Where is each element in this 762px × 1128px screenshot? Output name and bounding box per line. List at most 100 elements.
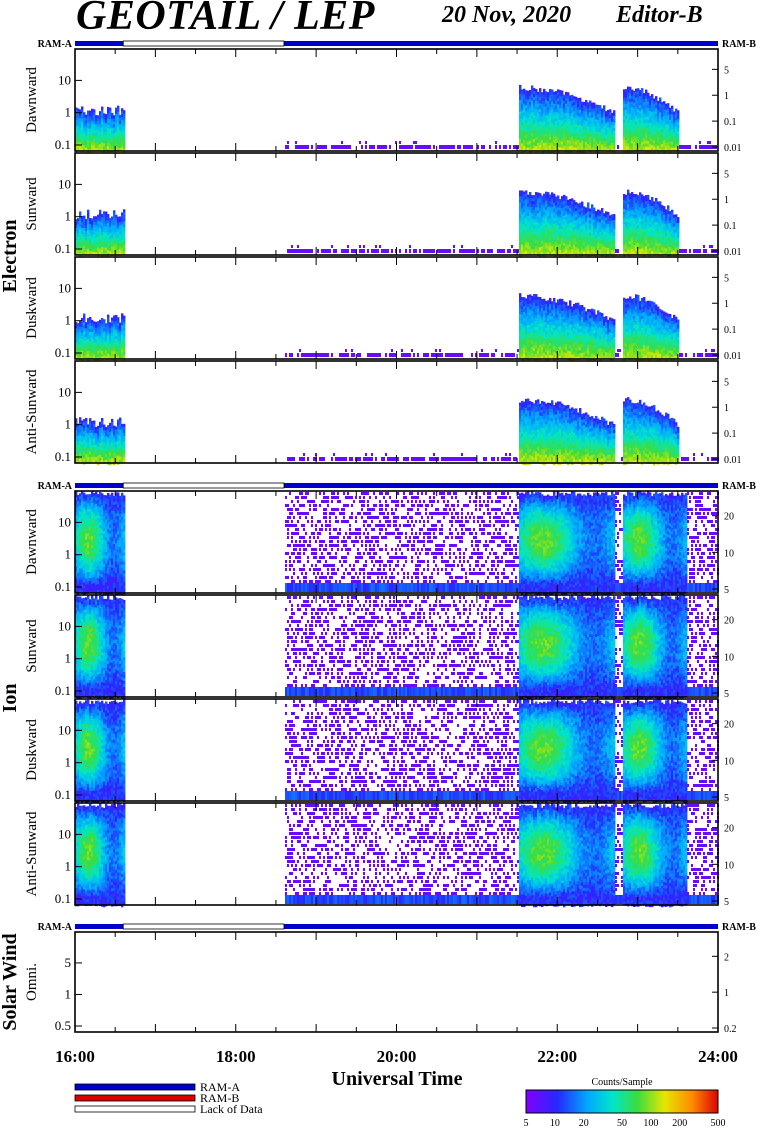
spectrogram-cell [381, 145, 383, 149]
spectrogram-cell [311, 249, 313, 253]
spectrogram-cell [561, 91, 563, 94]
spectrogram-cell [627, 190, 629, 193]
spectrogram-cell [429, 145, 431, 149]
spectrogram-cell [343, 249, 345, 253]
spectrogram-cell [291, 249, 293, 253]
spectrogram-cell [487, 249, 489, 253]
spectrogram-cell [617, 249, 619, 253]
spectrogram-cell [441, 249, 443, 253]
spectrogram-cell [287, 249, 289, 253]
spectrogram-cell [123, 134, 125, 137]
spectrogram-cell [329, 249, 331, 253]
spectrogram-cell [489, 249, 491, 253]
spectrogram-cell [685, 145, 687, 149]
spectrogram-cell [451, 145, 453, 149]
spectrogram-cell [343, 145, 345, 149]
spectrogram-cell [525, 190, 527, 193]
spectrogram-cell [419, 145, 421, 149]
spectrogram-cell [465, 249, 467, 253]
spectrogram-cell [323, 249, 325, 253]
spectrogram-cell [677, 131, 679, 134]
spectrogram-cell [377, 249, 379, 253]
spectrogram-cell [613, 128, 615, 131]
spectrogram-cell [599, 105, 601, 108]
spectrogram-cell [81, 106, 83, 109]
spectrogram-cell [501, 249, 503, 253]
spectrogram-cell [433, 145, 435, 149]
spectrogram-cell [301, 249, 303, 253]
spectrogram-cell [417, 145, 419, 149]
spectrogram-cell [699, 141, 701, 144]
spectrogram-cell [503, 249, 505, 253]
spectrogram-cell [317, 145, 319, 149]
ram-bar-left-label: RAM-A [38, 39, 73, 50]
spectrogram-cell [421, 145, 423, 149]
spectrogram-cell [609, 109, 611, 112]
spectrogram-cell [677, 125, 679, 128]
spectrogram-cell [363, 249, 365, 253]
spectrogram-cell [123, 137, 125, 140]
spectrogram-cell [345, 249, 347, 253]
spectrogram-cell [709, 145, 711, 149]
spectrogram-cell [519, 85, 521, 88]
spectrogram-cell [687, 145, 689, 149]
spectrogram-cell [703, 145, 705, 149]
spectrogram-cell [341, 141, 343, 144]
spectrogram-cell [337, 145, 339, 149]
spectrogram-cell [579, 98, 581, 101]
spectrogram-cell [483, 249, 485, 253]
spectrogram-cell [469, 249, 471, 253]
spectrogram-cell [83, 216, 85, 219]
spectrogram-cell [689, 145, 691, 149]
spectrogram-cell [287, 141, 289, 144]
spectrogram-cell [349, 145, 351, 149]
spectrogram-cell [499, 249, 501, 253]
spectrogram-cell [123, 224, 125, 227]
spectrogram-cell [123, 113, 125, 116]
panel-frame [75, 49, 718, 151]
y-tick-label-right: 5 [724, 65, 729, 76]
spectrogram-cell [305, 249, 307, 253]
spectrogram-cell [607, 212, 609, 215]
spectrogram-cell [339, 145, 341, 149]
spectrogram-cell [449, 249, 451, 253]
spectrogram-cell [445, 249, 447, 253]
spectrogram-cell [467, 145, 469, 149]
spectrogram-cell [463, 145, 465, 149]
spectrogram-cell [463, 249, 465, 253]
spectrogram-cell [707, 141, 709, 144]
spectrogram-cell [613, 229, 615, 232]
spectrogram-cell [641, 88, 643, 91]
spectrogram-cell [581, 202, 583, 205]
spectrogram-cell [495, 145, 497, 149]
spectrogram-cell [447, 249, 449, 253]
spectrogram-cell [613, 143, 615, 146]
spectrogram-cell [671, 106, 673, 109]
spectrogram-cell [701, 145, 703, 149]
spectrogram-cell [613, 134, 615, 137]
spectrogram-cell [87, 213, 89, 216]
spectrogram-cell [419, 249, 421, 253]
spectrogram-cell [591, 204, 593, 207]
spectrogram-cell [403, 145, 405, 149]
spectrogram-cell [377, 145, 379, 149]
spectrogram-cell [335, 249, 337, 253]
spectrogram-cell [297, 145, 299, 149]
spectrogram-cell [123, 212, 125, 215]
spectrogram-cell [473, 249, 475, 253]
spectrogram-cell [461, 249, 463, 253]
spectrogram-cell [365, 145, 367, 149]
spectrogram-cell [705, 145, 707, 149]
spectrogram-cell [427, 249, 429, 253]
spectrogram-cell [123, 119, 125, 122]
spectrogram-cell [405, 145, 407, 149]
spectrogram-cell [503, 145, 505, 149]
spectrogram-cell [613, 140, 615, 143]
spectrogram-cell [439, 145, 441, 149]
spectrogram-cell [391, 249, 393, 253]
y-tick-label-left: 0.1 [55, 137, 71, 152]
spectrogram-cell [341, 249, 343, 253]
spectrogram-cell [303, 249, 305, 253]
spectrogram-cell [651, 94, 653, 97]
y-tick-label-right: 0.1 [724, 117, 737, 128]
